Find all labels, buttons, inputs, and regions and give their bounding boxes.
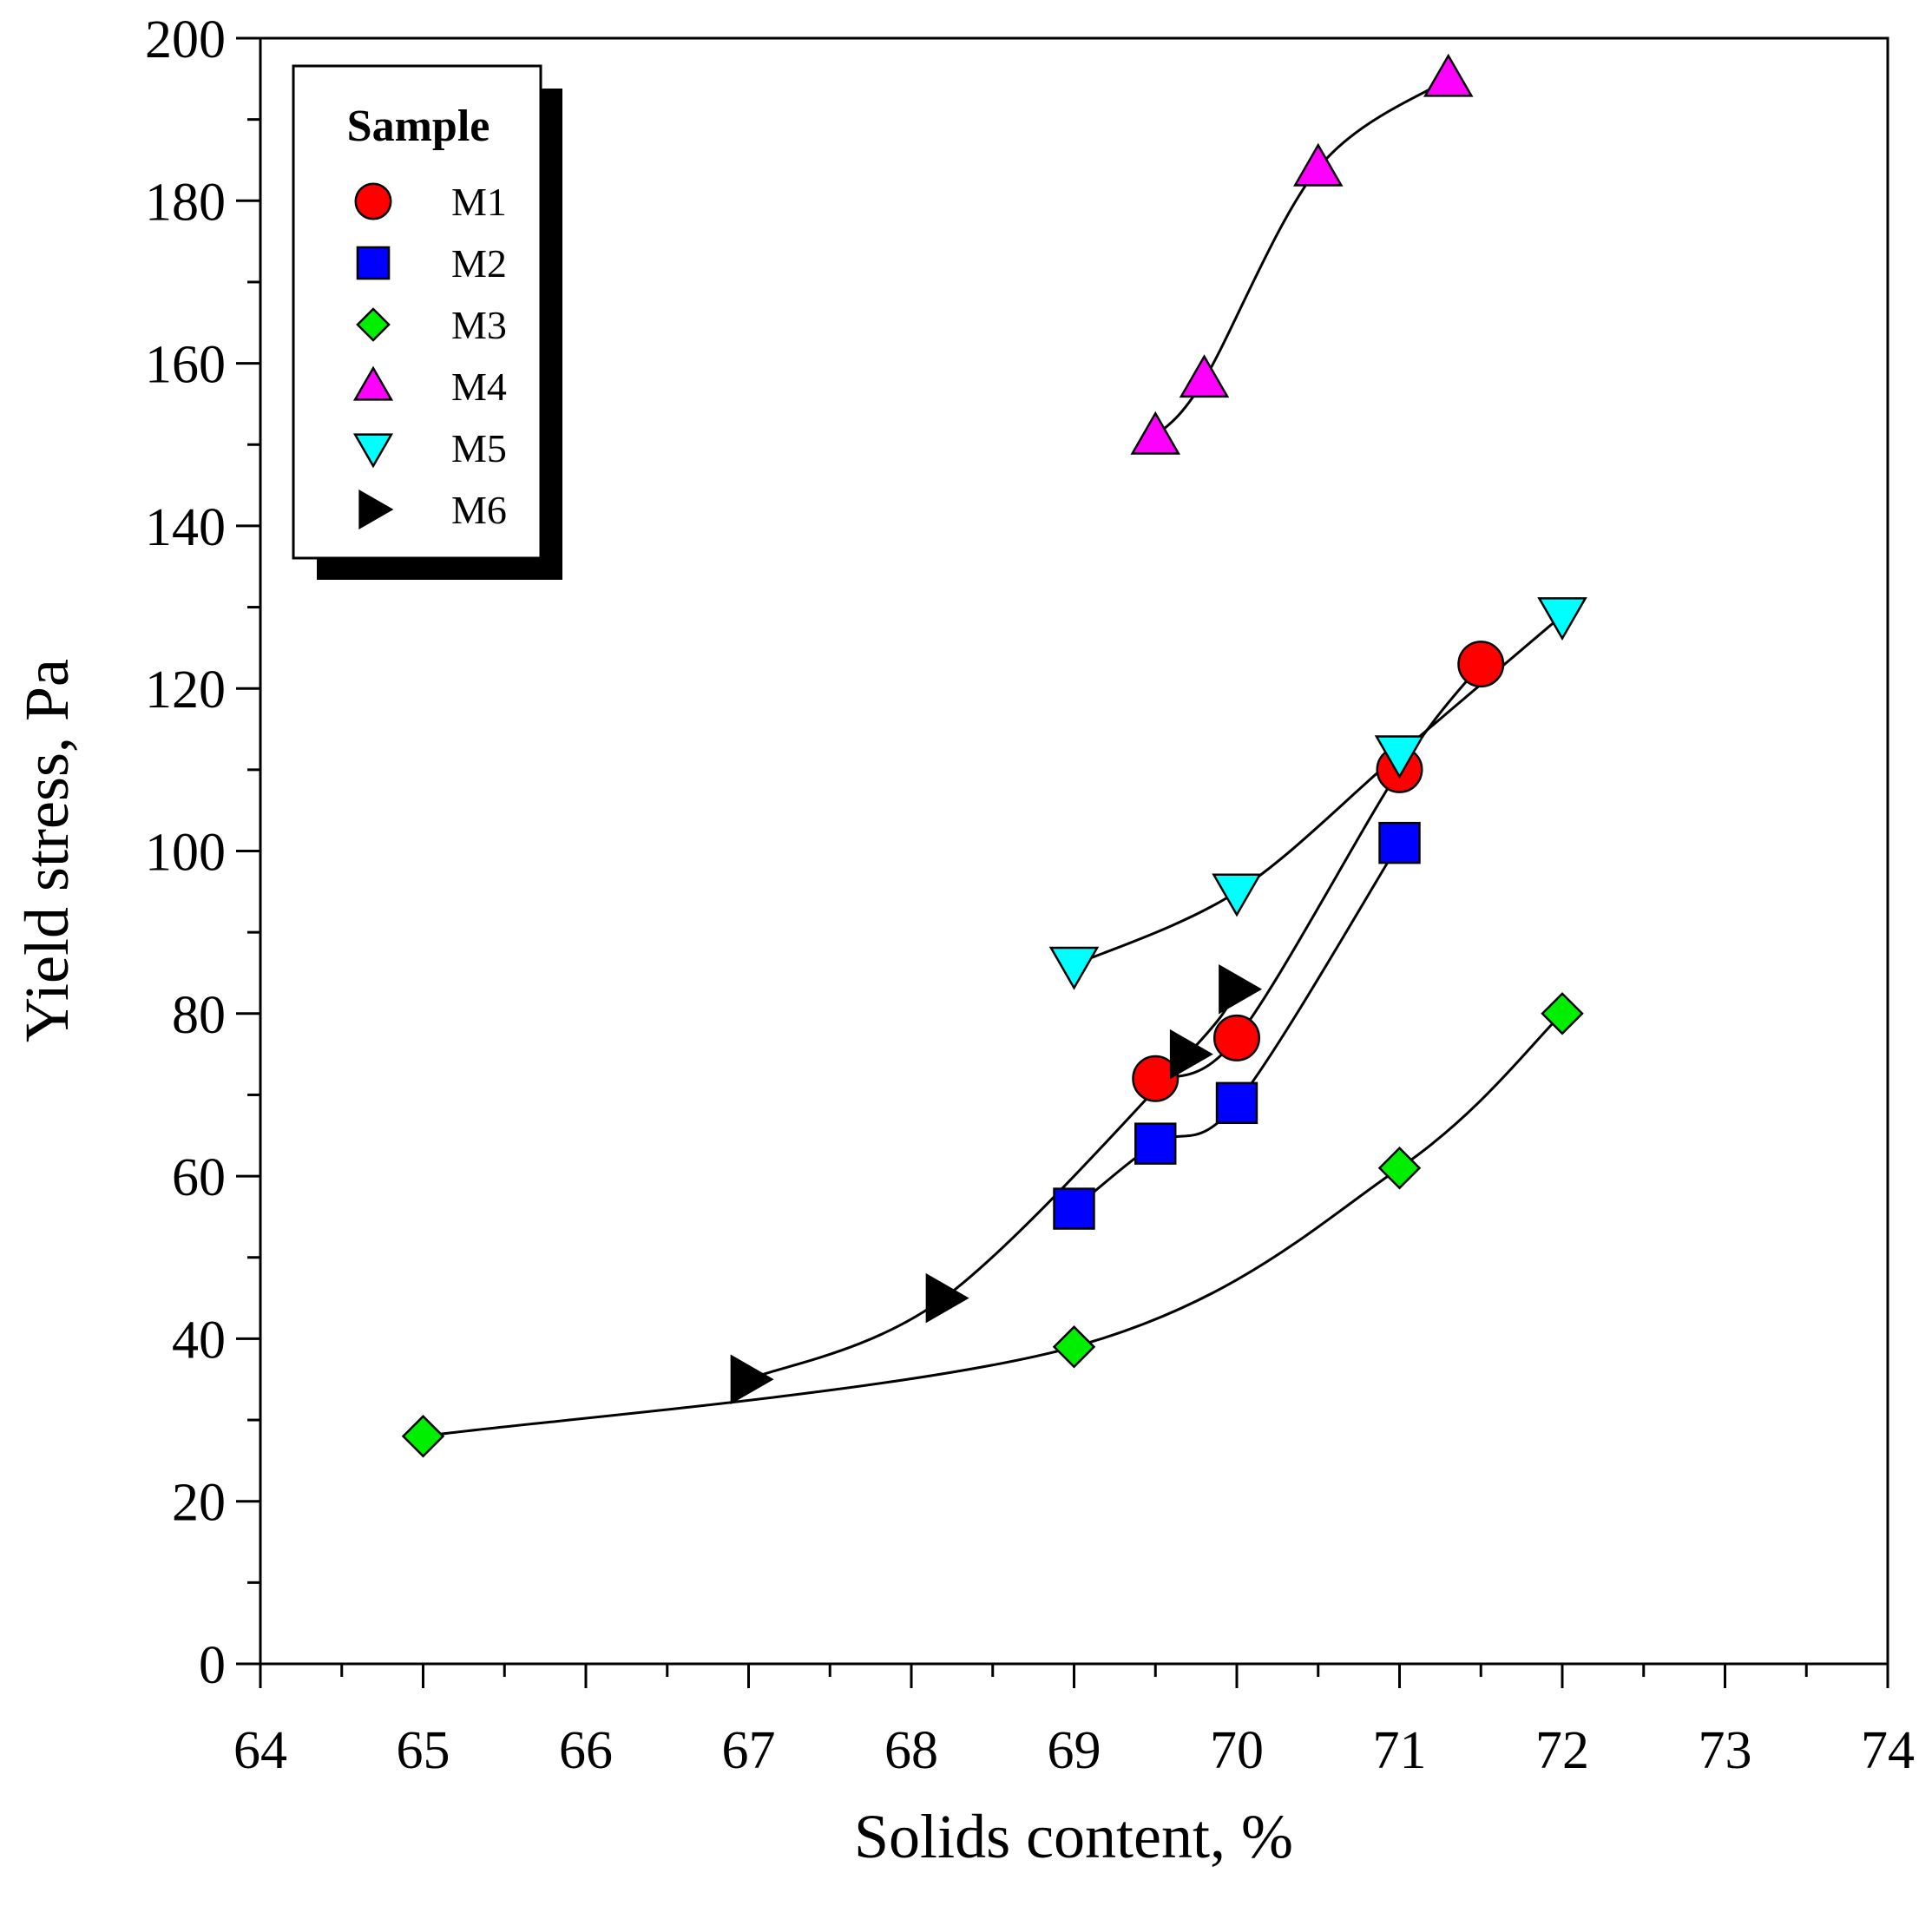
x-tick-label: 67 — [722, 1721, 776, 1780]
y-tick-label: 160 — [145, 336, 226, 395]
data-point-m5 — [1212, 873, 1262, 917]
legend-items: M1 M2 M3 M4 M5 M6 — [352, 180, 507, 532]
x-tick-label: 71 — [1373, 1721, 1427, 1780]
legend-label-m5: M5 — [451, 426, 507, 470]
data-point-m3 — [1377, 1147, 1422, 1190]
y-tick-label: 20 — [172, 1474, 226, 1533]
x-tick-label: 70 — [1210, 1721, 1264, 1780]
data-point-m4 — [1179, 354, 1230, 398]
y-tick-label: 200 — [145, 10, 226, 69]
x-tick-label: 69 — [1048, 1721, 1101, 1780]
y-tick-label: 140 — [145, 498, 226, 557]
legend: Sample M1 M2 M3 M4 M5 M6 — [292, 64, 562, 580]
data-point-m6 — [1219, 963, 1263, 1015]
legend-marker-m4 — [352, 365, 394, 401]
legend-title: Sample — [347, 102, 490, 151]
legend-marker-m3 — [356, 307, 391, 342]
legend-marker-m5 — [352, 433, 394, 469]
data-point-m4 — [1130, 411, 1181, 455]
y-tick-label: 180 — [145, 173, 226, 232]
data-point-m3 — [1052, 1325, 1096, 1369]
legend-marker-m1 — [354, 182, 392, 220]
fit-curves — [423, 77, 1564, 1438]
legend-marker-m2 — [356, 246, 391, 280]
x-tick-label: 74 — [1861, 1721, 1915, 1780]
y-tick-label: 60 — [172, 1148, 226, 1207]
data-point-m5 — [1374, 735, 1425, 779]
y-tick-label: 40 — [172, 1311, 226, 1370]
x-axis-ticks: 64 65 66 67 68 69 70 71 72 73 74 — [233, 1664, 1915, 1780]
legend-box — [292, 64, 542, 560]
x-tick-label: 64 — [233, 1721, 287, 1780]
x-axis-title: Solids content, % — [854, 1802, 1293, 1871]
data-point-m4 — [1423, 53, 1474, 97]
data-point-m1 — [1212, 1014, 1261, 1061]
y-tick-label: 120 — [145, 661, 226, 720]
data-point-m2 — [1134, 1122, 1177, 1165]
x-tick-label: 66 — [559, 1721, 613, 1780]
x-tick-label: 65 — [397, 1721, 450, 1780]
data-point-m2 — [1215, 1081, 1258, 1125]
legend-label-m6: M6 — [451, 488, 507, 532]
legend-label-m3: M3 — [451, 303, 507, 347]
data-points — [401, 53, 1587, 1458]
fit-curve-m6 — [747, 988, 1239, 1381]
fit-curve-m3 — [423, 1012, 1564, 1438]
y-axis-title: Yield stress, Pa — [12, 659, 82, 1042]
data-point-m3 — [1541, 992, 1584, 1035]
data-point-m1 — [1457, 641, 1505, 688]
legend-label-m2: M2 — [451, 241, 507, 286]
legend-label-m1: M1 — [451, 180, 507, 224]
data-point-m1 — [1132, 1055, 1180, 1102]
y-axis-ticks: 0 20 40 60 80 100 120 140 160 180 200 — [145, 10, 260, 1695]
data-point-m6 — [1169, 1029, 1213, 1080]
y-tick-label: 100 — [145, 824, 226, 883]
data-point-m5 — [1048, 946, 1100, 990]
y-tick-label: 80 — [172, 986, 226, 1045]
y-tick-label: 0 — [199, 1636, 226, 1695]
data-point-m6 — [730, 1354, 774, 1404]
x-tick-label: 72 — [1535, 1721, 1589, 1780]
data-point-m2 — [1378, 821, 1421, 864]
legend-label-m4: M4 — [451, 365, 507, 409]
data-point-m6 — [925, 1272, 969, 1324]
x-tick-label: 73 — [1699, 1721, 1752, 1780]
data-point-m3 — [401, 1415, 445, 1458]
data-point-m5 — [1537, 597, 1587, 641]
legend-marker-m6 — [358, 489, 394, 530]
fit-curve-m4 — [1154, 77, 1449, 437]
fit-curve-m1 — [1154, 663, 1482, 1081]
data-point-m4 — [1292, 142, 1344, 187]
x-tick-label: 68 — [884, 1721, 938, 1780]
data-point-m2 — [1053, 1187, 1095, 1230]
